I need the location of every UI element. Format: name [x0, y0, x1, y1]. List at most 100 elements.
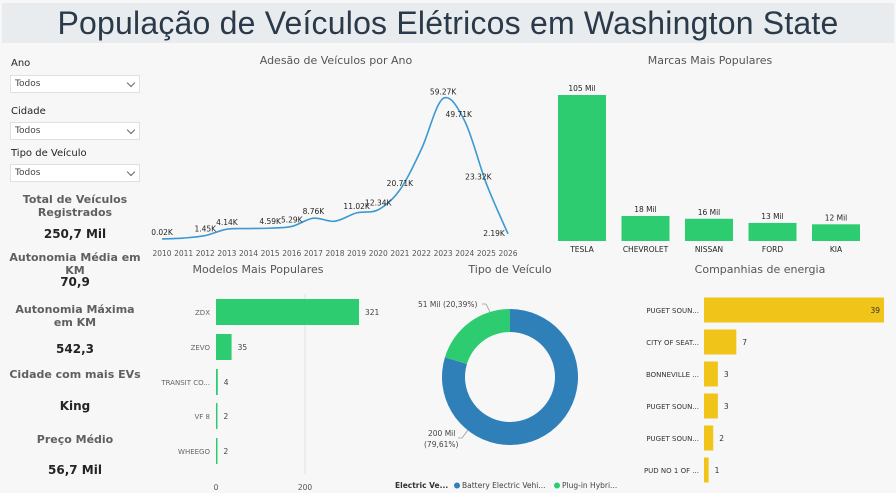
energy-bar: [704, 329, 737, 355]
filter-value-cidade: Todos: [15, 126, 41, 136]
model-value-label: 2: [224, 447, 229, 456]
donut-chart: 51 Mil (20,39%) 200 Mil (79,61%) Electric V…: [395, 300, 617, 490]
kpi-value-preco: 56,7 Mil: [48, 463, 102, 477]
legend-label-plugin: Plug-in Hybri...: [562, 481, 617, 490]
model-label: ZDX: [195, 309, 210, 317]
x-tick-label: 2015: [261, 249, 280, 258]
slice-label-plugin: 51 Mil (20,39%): [418, 300, 477, 309]
line-data-label: 49.71K: [446, 110, 473, 119]
model-bar: [216, 403, 218, 429]
x-tick-label: 0: [214, 483, 219, 492]
line-data-label: 12.34K: [365, 199, 392, 208]
category-label: CHEVROLET: [623, 245, 669, 254]
x-tick-label: 2012: [196, 249, 215, 258]
model-value-label: 2: [224, 412, 229, 421]
x-tick-label: 2010: [152, 249, 171, 258]
brand-chart-title: Marcas Mais Populares: [647, 54, 773, 67]
x-tick-label: 2018: [325, 249, 344, 258]
energy-value-label: 7: [742, 338, 747, 347]
filter-dropdown-tipo[interactable]: Todos: [10, 164, 140, 182]
energy-bar: [704, 393, 718, 419]
energy-value-label: 3: [724, 370, 729, 379]
energy-label: PUGET SOUN...: [646, 435, 699, 443]
bar-data-label: 16 Mil: [698, 208, 721, 217]
x-tick-label: 2023: [434, 249, 453, 258]
line-data-label: 2.19K: [483, 229, 506, 238]
chevron-down-icon: [126, 125, 136, 135]
slice-label-battery: (79,61%): [424, 440, 459, 449]
slice-label-battery: 200 Mil: [428, 429, 455, 438]
category-label: TESLA: [569, 245, 594, 254]
bar-chevrolet: [621, 215, 670, 241]
energy-chart-title: Companhias de energia: [694, 263, 826, 276]
models-chart: ZDX 321 ZEVO 35 TRANSIT CO... 4 VF 8 2 WHEEGO 2 0 2…: [160, 294, 380, 492]
models-chart-title: Modelos Mais Populares: [192, 263, 324, 276]
model-bar: [216, 299, 359, 325]
line-data-label: 59.27K: [430, 87, 457, 96]
filter-dropdown-cidade[interactable]: Todos: [10, 122, 140, 140]
filter-label-cidade: Cidade: [11, 106, 46, 117]
line-chart-title: Adesão de Veículos por Ano: [259, 54, 413, 67]
donut-chart-title: Tipo de Veículo: [468, 263, 552, 276]
x-tick-label: 200: [298, 483, 313, 492]
line-data-label: 8.76K: [303, 207, 326, 216]
model-bar: [216, 369, 218, 395]
slice-battery-electric: [442, 309, 578, 445]
filter-value-tipo: Todos: [15, 168, 41, 178]
bar-data-label: 13 Mil: [761, 212, 784, 221]
x-tick-label: 2017: [304, 249, 323, 258]
energy-bar: [704, 297, 884, 323]
title-bar: População de Veículos Elétricos em Washi…: [2, 3, 894, 43]
filters-and-kpis-panel: Ano Todos Cidade Todos Tipo de Veículo T…: [0, 50, 150, 493]
x-tick-label: 2020: [369, 249, 388, 258]
filter-label-ano: Ano: [11, 58, 31, 69]
x-tick-label: 2022: [412, 249, 431, 258]
energy-value-label: 1: [715, 466, 720, 475]
x-tick-label: 2014: [239, 249, 258, 258]
line-data-label: 1.45K: [194, 225, 217, 234]
bar-data-label: 12 Mil: [825, 213, 848, 222]
legend-title: Electric Ve...: [395, 481, 448, 490]
line-data-label: 0.02K: [151, 228, 174, 237]
energy-bar: [704, 361, 718, 387]
kpi-label-autonomia-media: Autonomia Média em KM: [9, 251, 141, 277]
energy-value-label: 39: [870, 306, 880, 315]
x-tick-label: 2013: [217, 249, 236, 258]
line-data-label: 20.71K: [387, 179, 414, 188]
energy-bar: [704, 425, 714, 451]
kpi-value-autonomia-maxima: 542,3: [56, 342, 94, 356]
bar-tesla: [558, 95, 606, 241]
kpi-value-total: 250,7 Mil: [43, 227, 107, 241]
model-label: ZEVO: [191, 344, 211, 352]
model-value-label: 35: [238, 343, 248, 352]
model-value-label: 4: [224, 378, 229, 387]
model-bar: [216, 334, 232, 360]
model-label: TRANSIT CO...: [160, 379, 210, 387]
line-data-label: 11.02K: [343, 202, 370, 211]
line-data-label: 23.32K: [465, 173, 492, 182]
bar-data-label: 18 Mil: [634, 205, 657, 214]
line-data-label: 4.14K: [216, 218, 239, 227]
filter-label-tipo: Tipo de Veículo: [11, 148, 87, 159]
category-label: FORD: [762, 245, 783, 254]
leader-line: [458, 429, 469, 439]
kpi-label-total: Total de Veículos Registrados: [22, 193, 128, 219]
bar-data-label: 105 Mil: [568, 84, 595, 93]
legend-label-battery: Battery Electric Vehi...: [462, 481, 545, 490]
filter-dropdown-ano[interactable]: Todos: [10, 75, 140, 93]
energy-value-label: 3: [724, 402, 729, 411]
energy-label: PUGET SOUN...: [646, 307, 699, 315]
line-data-label: 4.59K: [259, 217, 282, 226]
legend-marker-plugin: [554, 482, 560, 489]
energy-label: PUGET SOUN...: [646, 403, 699, 411]
x-tick-label: 2026: [498, 249, 517, 258]
kpi-label-cidade: Cidade com mais EVs: [9, 368, 141, 381]
kpi-value-autonomia-media: 70,9: [60, 275, 90, 289]
x-tick-label: 2016: [282, 249, 301, 258]
energy-value-label: 2: [719, 434, 724, 443]
chevron-down-icon: [126, 78, 136, 88]
line-data-label: 5.29K: [281, 215, 304, 224]
x-tick-label: 2021: [390, 249, 409, 258]
line-chart: 0.02K 2010 2011 1.45K 2012 4.14K 2013 2014 4.59K…: [151, 87, 518, 258]
